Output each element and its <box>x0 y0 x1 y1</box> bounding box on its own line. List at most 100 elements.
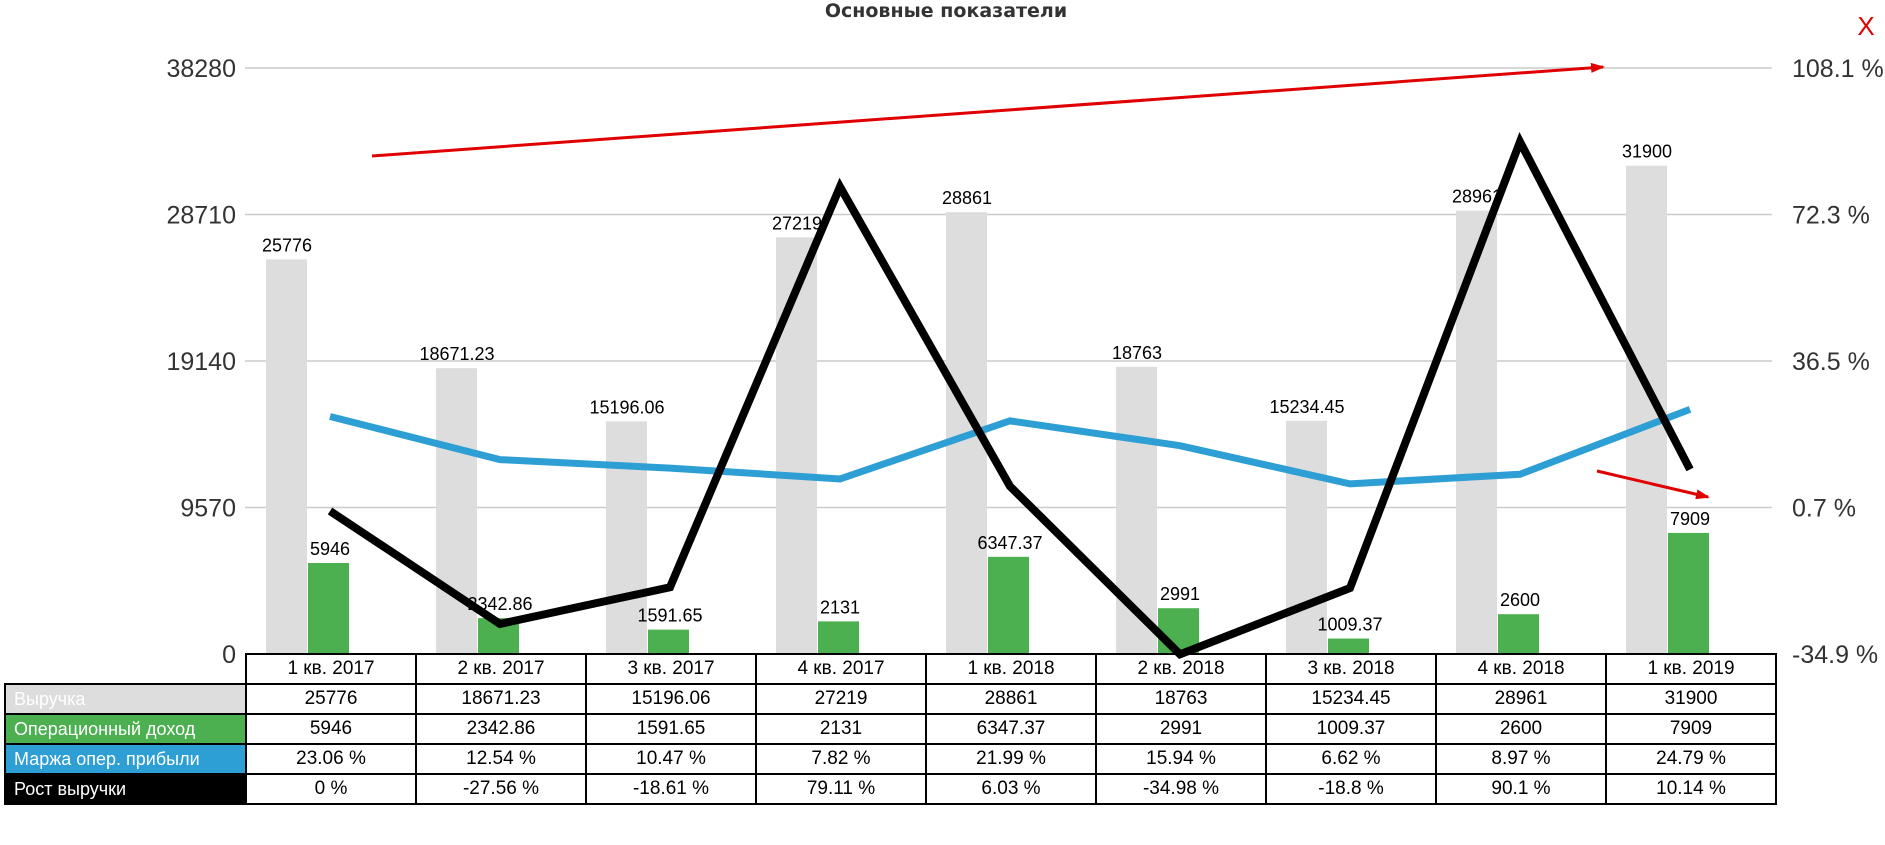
table-cell: 10.14 % <box>1605 773 1777 805</box>
y-right-tick-label: 108.1 % <box>1792 55 1884 83</box>
table-cell: 28961 <box>1435 683 1607 715</box>
table-category: 2 кв. 2017 <box>415 653 587 685</box>
table-cell: 28861 <box>925 683 1097 715</box>
table-cell: 12.54 % <box>415 743 587 775</box>
table-cell: -34.98 % <box>1095 773 1267 805</box>
table-cell: 25776 <box>245 683 417 715</box>
bar-revenue <box>1286 420 1327 654</box>
label-operating-income: 2600 <box>1500 590 1540 610</box>
table-category: 1 кв. 2017 <box>245 653 417 685</box>
table-category: 3 кв. 2017 <box>585 653 757 685</box>
label-operating-income: 6347.37 <box>977 533 1042 553</box>
label-revenue: 18671.23 <box>419 344 494 364</box>
table-cell: 2342.86 <box>415 713 587 745</box>
table-cell: 6.62 % <box>1265 743 1437 775</box>
table-cell: 90.1 % <box>1435 773 1607 805</box>
lines <box>327 131 1694 659</box>
table-cell: 1591.65 <box>585 713 757 745</box>
line-operating-margin <box>329 406 1692 488</box>
table-cell: 2991 <box>1095 713 1267 745</box>
table-cell: 27219 <box>755 683 927 715</box>
table-row: Выручка 25776 18671.23 15196.06 27219 28861 18… <box>4 683 1777 715</box>
label-operating-income: 2131 <box>820 597 860 617</box>
table-cell: 1009.37 <box>1265 713 1437 745</box>
table-category: 2 кв. 2018 <box>1095 653 1267 685</box>
table-cell: 10.47 % <box>585 743 757 775</box>
table-category: 4 кв. 2018 <box>1435 653 1607 685</box>
table-cell: 6.03 % <box>925 773 1097 805</box>
label-revenue: 15234.45 <box>1269 397 1344 417</box>
label-revenue: 15196.06 <box>589 397 664 417</box>
annotation-arrow-income <box>1596 469 1710 500</box>
y-axis-left: 38280 28710 19140 9570 0 <box>166 55 236 669</box>
table-cell: -18.61 % <box>585 773 757 805</box>
table-row-header: Рост выручки <box>4 773 247 805</box>
bars <box>266 165 1709 654</box>
bar-operating-income <box>1498 614 1539 654</box>
bar-operating-income <box>818 621 859 654</box>
label-operating-income: 1009.37 <box>1317 615 1382 635</box>
table-header-row: 1 кв. 2017 2 кв. 2017 3 кв. 2017 4 кв. 2017… <box>5 653 1777 685</box>
y-left-tick-label: 19140 <box>166 348 236 376</box>
table-cell: -27.56 % <box>415 773 587 805</box>
table-cell: 8.97 % <box>1435 743 1607 775</box>
label-operating-income: 2991 <box>1160 584 1200 604</box>
table-cell: -18.8 % <box>1265 773 1437 805</box>
label-operating-income: 2342.86 <box>467 594 532 614</box>
bar-operating-income <box>1328 638 1369 654</box>
table-category: 1 кв. 2018 <box>925 653 1097 685</box>
table-cell: 15196.06 <box>585 683 757 715</box>
bar-operating-income <box>1668 532 1709 654</box>
bar-operating-income <box>308 562 349 654</box>
table-cell: 31900 <box>1605 683 1777 715</box>
label-revenue: 25776 <box>262 235 312 255</box>
y-right-tick-label: 0.7 % <box>1792 495 1856 523</box>
table-cell: 7909 <box>1605 713 1777 745</box>
table-cell: 15234.45 <box>1265 683 1437 715</box>
label-revenue: 31900 <box>1622 142 1672 162</box>
y-left-tick-label: 28710 <box>166 202 236 230</box>
table-cell: 2600 <box>1435 713 1607 745</box>
table-cell: 79.11 % <box>755 773 927 805</box>
bar-operating-income <box>648 629 689 654</box>
label-revenue: 18763 <box>1112 343 1162 363</box>
label-operating-income: 7909 <box>1670 509 1710 529</box>
bar-revenue <box>266 259 307 654</box>
label-operating-income: 1591.65 <box>637 606 702 626</box>
table-cell: 18763 <box>1095 683 1267 715</box>
y-right-tick-label: -34.9 % <box>1792 641 1878 669</box>
table-cell: 18671.23 <box>415 683 587 715</box>
y-axis-right: 108.1 % 72.3 % 36.5 % 0.7 % -34.9 % <box>1792 55 1884 669</box>
y-right-tick-label: 36.5 % <box>1792 348 1870 376</box>
label-revenue: 28861 <box>942 188 992 208</box>
table-cell: 24.79 % <box>1605 743 1777 775</box>
table-cell: 7.82 % <box>755 743 927 775</box>
table-row-header: Операционный доход <box>4 713 247 745</box>
table-corner <box>5 654 246 684</box>
label-revenue: 27219 <box>772 213 822 233</box>
close-icon[interactable]: X <box>1857 11 1874 41</box>
y-left-tick-label: 0 <box>222 641 236 669</box>
y-left-tick-label: 38280 <box>166 55 236 83</box>
table-cell: 21.99 % <box>925 743 1097 775</box>
chart-title: Основные показатели <box>825 0 1067 22</box>
table-cell: 5946 <box>245 713 417 745</box>
table-cell: 0 % <box>245 773 417 805</box>
y-left-tick-label: 9570 <box>180 495 236 523</box>
bar-revenue <box>606 421 647 654</box>
annotations <box>371 62 1710 500</box>
y-right-tick-label: 72.3 % <box>1792 202 1870 230</box>
annotation-arrow-trend <box>371 62 1605 158</box>
data-labels: 25776 5946 18671.23 2342.86 15196.06 1591.65 2… <box>262 142 1710 635</box>
label-revenue: 28961 <box>1452 187 1502 207</box>
table-row-header: Маржа опер. прибыли <box>4 743 247 775</box>
label-operating-income: 5946 <box>310 539 350 559</box>
table-category: 1 кв. 2019 <box>1605 653 1777 685</box>
table-cell: 15.94 % <box>1095 743 1267 775</box>
table-cell: 2131 <box>755 713 927 745</box>
data-table: 1 кв. 2017 2 кв. 2017 3 кв. 2017 4 кв. 2017… <box>4 653 1777 805</box>
table-row: Рост выручки 0 % -27.56 % -18.61 % 79.11 % 6.… <box>4 773 1777 805</box>
table-row-header: Выручка <box>4 683 247 715</box>
table-cell: 23.06 % <box>245 743 417 775</box>
